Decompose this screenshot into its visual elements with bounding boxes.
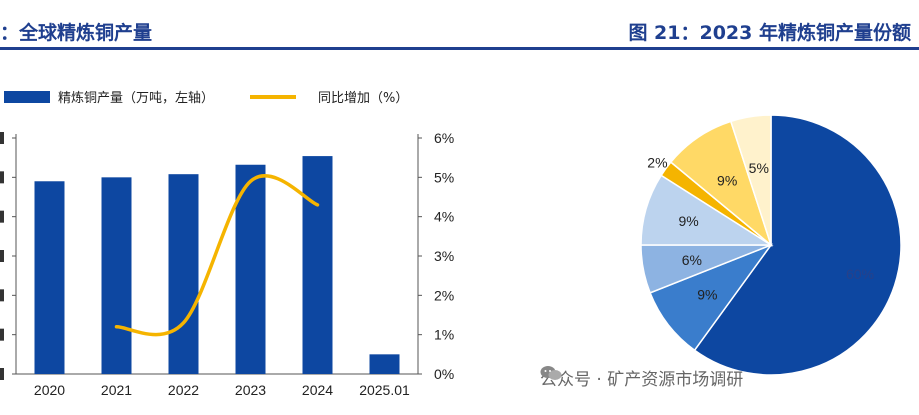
left-tick-label-stub (0, 171, 4, 184)
pie-slice-label: 9% (717, 172, 737, 188)
pie-slice-label: 9% (678, 213, 698, 229)
watermark: 公众号 · 矿产资源市场调研 (540, 365, 743, 390)
bar (369, 354, 400, 374)
right-tick-label: 2% (434, 287, 454, 303)
bar (101, 177, 132, 374)
x-tick-label: 2025.01 (359, 382, 410, 398)
right-chart-title: 图 21：2023 年精炼铜产量份额 (628, 22, 911, 44)
wechat-icon (540, 366, 562, 380)
x-tick-label: 2021 (101, 382, 132, 398)
legend-bar-swatch (4, 91, 50, 103)
pie-slice-label: 5% (749, 160, 769, 176)
header-rule (0, 47, 919, 50)
x-tick-label: 2020 (34, 382, 65, 398)
pie-slice-label: 2% (647, 154, 667, 170)
right-tick-label: 0% (434, 366, 454, 382)
pie-slice (729, 114, 772, 246)
right-tick-label: 3% (434, 248, 454, 264)
pie-slice (693, 114, 902, 376)
right-tick-label: 5% (434, 169, 454, 185)
pie-slice-label: 6% (682, 252, 702, 268)
right-tick-label: 4% (434, 209, 454, 225)
bar (302, 156, 333, 374)
left-tick-label-stub (0, 210, 4, 223)
bar (34, 181, 65, 374)
bar (168, 174, 199, 374)
left-tick-label-stub (0, 132, 4, 144)
bar-line-chart: 0% 1% 2% 3% 4% 5% 6% 2020 2021 2022 2023 2024 2025.0… (0, 91, 454, 398)
left-tick-label-stub (0, 250, 4, 262)
left-tick-label-stub (0, 328, 4, 341)
pie-slice-label: 60% (846, 266, 874, 282)
bar (235, 164, 266, 374)
watermark-text: 公众号 · 矿产资源市场调研 (540, 370, 744, 390)
right-tick-label: 1% (434, 327, 454, 343)
right-tick-label: 6% (434, 130, 454, 146)
left-chart-title: ：全球精炼铜产量 (0, 22, 153, 44)
pie-slice-label: 9% (697, 286, 717, 302)
x-tick-label: 2024 (302, 382, 333, 398)
legend-bar-label: 精炼铜产量（万吨，左轴） (58, 91, 214, 106)
pie-chart: 60% 9% 6% 9% 2% 9% 5% (640, 114, 902, 376)
x-tick-label: 2023 (235, 382, 266, 398)
legend-line-label: 同比增加（%） (318, 91, 408, 106)
x-tick-label: 2022 (168, 382, 199, 398)
left-tick-label-stub (0, 289, 4, 302)
series-line (114, 174, 320, 337)
left-tick-label-stub (0, 368, 4, 380)
